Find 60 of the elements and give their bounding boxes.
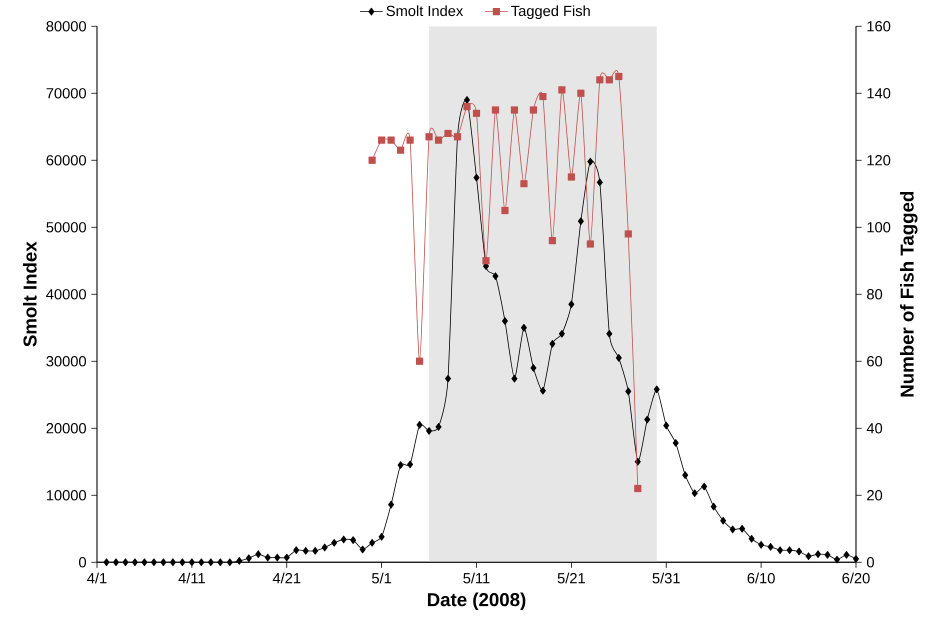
legend-label: Tagged Fish — [511, 5, 590, 19]
point — [530, 106, 538, 114]
x-axis-title: Date (2008) — [428, 592, 526, 610]
x-tick-label: 4/21 — [272, 572, 300, 584]
point — [378, 136, 386, 144]
point — [520, 180, 528, 188]
point — [501, 206, 509, 214]
point — [492, 106, 500, 114]
x-tick-label: 6/10 — [748, 572, 775, 584]
x-tick-label: 5/21 — [558, 572, 585, 584]
point — [510, 106, 518, 114]
x-tick-label: 6/20 — [842, 572, 870, 584]
y2-tick-label: 0 — [866, 556, 874, 568]
y-tick-label: 60000 — [46, 154, 86, 166]
point — [568, 173, 575, 180]
y2-tick-label: 100 — [868, 222, 890, 232]
x-tick-label: 5/11 — [463, 572, 490, 584]
y-tick-label: 0 — [79, 556, 86, 568]
y2-tick-label: 40 — [866, 422, 882, 434]
x-tick-label: 4/11 — [178, 572, 205, 584]
y-axis-title: Smolt Index — [22, 241, 37, 346]
point — [558, 86, 566, 94]
point — [444, 130, 452, 137]
point — [416, 358, 424, 365]
y-tick-label: 80000 — [46, 20, 86, 32]
point — [606, 76, 613, 84]
point — [577, 90, 584, 97]
point — [482, 257, 490, 264]
y-tick-label: 10000 — [46, 490, 86, 500]
point — [586, 240, 594, 248]
point — [396, 146, 404, 154]
point — [434, 136, 442, 144]
x-tick-label: 5/31 — [652, 572, 680, 584]
y2-tick-label: 120 — [868, 154, 890, 166]
y2-axis-title: Number of Fish Tagged — [900, 192, 918, 396]
point — [596, 76, 604, 84]
point — [388, 136, 395, 144]
y2-tick-label: 140 — [868, 88, 890, 98]
x-tick-label: 5/1 — [372, 572, 392, 584]
y-tick-label: 50000 — [46, 222, 86, 232]
point — [406, 136, 414, 144]
point — [624, 230, 632, 238]
y-tick-label: 70000 — [46, 88, 86, 98]
y-tick-label: 30000 — [46, 356, 86, 366]
point — [368, 156, 376, 164]
point — [539, 92, 547, 100]
point — [472, 110, 480, 117]
x-tick-label: 4/1 — [87, 572, 106, 584]
y2-tick-label: 80 — [867, 288, 882, 300]
point — [634, 484, 642, 492]
y-tick-label: 40000 — [46, 288, 86, 300]
y2-tick-label: 160 — [868, 20, 890, 32]
point — [425, 133, 433, 140]
legend-label: Smolt Index — [386, 5, 464, 16]
y2-tick-label: 20 — [867, 490, 882, 500]
point — [615, 72, 622, 80]
point — [463, 102, 471, 110]
y2-tick-label: 60 — [867, 356, 882, 366]
point — [548, 236, 556, 244]
y-tick-label: 20000 — [46, 422, 86, 434]
